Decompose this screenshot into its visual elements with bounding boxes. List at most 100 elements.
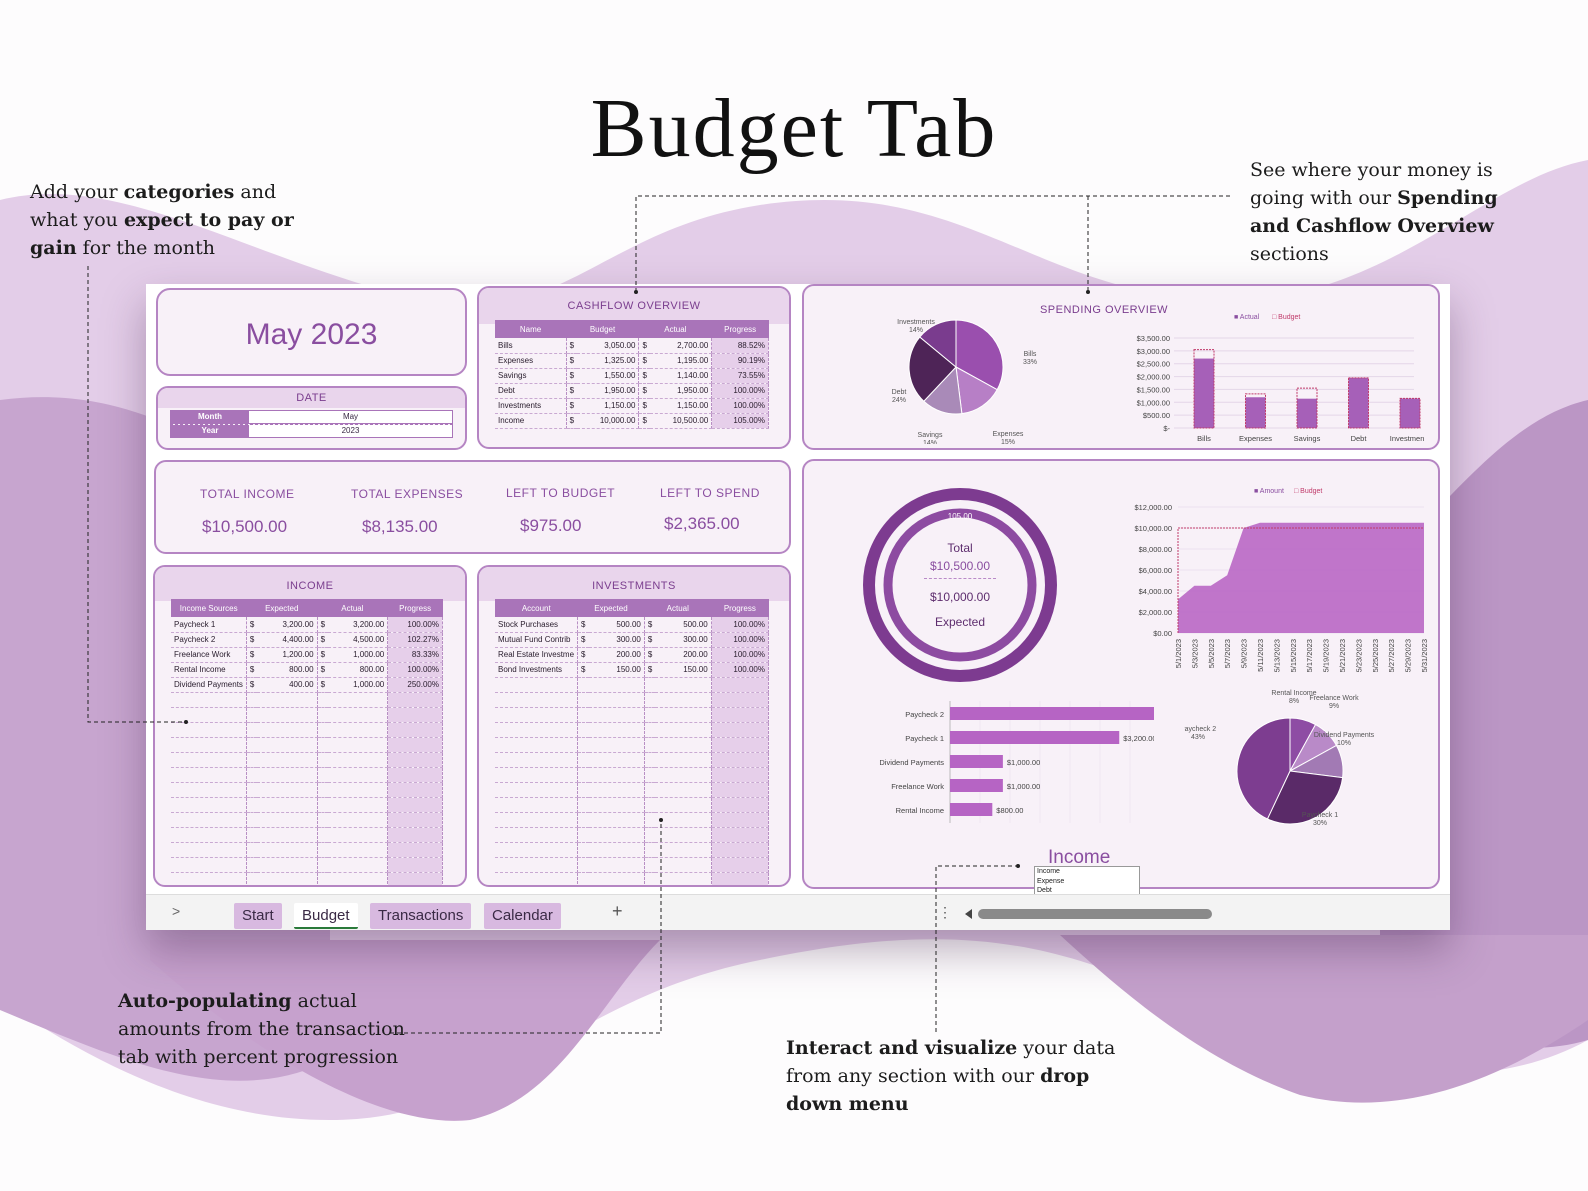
table-cell[interactable] <box>328 752 389 768</box>
table-cell[interactable] <box>644 842 656 858</box>
table-cell[interactable] <box>495 827 579 843</box>
table-row-empty[interactable] <box>171 827 443 843</box>
tab-budget[interactable]: Budget <box>294 903 358 929</box>
table-cell[interactable] <box>577 812 589 828</box>
table-cell[interactable] <box>644 707 656 723</box>
tab-transactions[interactable]: Transactions <box>370 903 472 929</box>
table-cell[interactable]: Stock Purchases <box>495 617 579 633</box>
table-cell[interactable] <box>588 812 645 828</box>
table-cell[interactable] <box>577 872 589 885</box>
table-row-empty[interactable] <box>171 872 443 885</box>
table-cell[interactable]: 400.00 <box>257 677 318 693</box>
table-cell[interactable] <box>246 842 258 858</box>
table-cell[interactable]: $ <box>638 368 650 384</box>
table-cell[interactable] <box>644 677 656 693</box>
table-cell[interactable] <box>387 692 443 708</box>
table-row-empty[interactable] <box>495 677 770 693</box>
table-cell[interactable] <box>171 782 247 798</box>
table-cell[interactable] <box>711 707 770 723</box>
table-cell[interactable]: $ <box>566 353 578 369</box>
table-cell[interactable]: 4,400.00 <box>257 632 318 648</box>
table-cell[interactable]: 150.00 <box>655 662 712 678</box>
table-cell[interactable] <box>387 737 443 753</box>
table-cell[interactable] <box>328 857 389 873</box>
table-cell[interactable] <box>644 872 656 885</box>
table-cell[interactable] <box>655 692 712 708</box>
table-row-empty[interactable] <box>171 842 443 858</box>
table-cell[interactable]: $ <box>638 383 650 399</box>
table-row-empty[interactable] <box>495 737 770 753</box>
table-cell[interactable]: $ <box>644 617 656 633</box>
table-cell[interactable] <box>171 752 247 768</box>
table-cell[interactable]: 100.00% <box>711 617 770 633</box>
table-cell[interactable]: 300.00 <box>655 632 712 648</box>
add-sheet-button[interactable]: + <box>612 901 623 921</box>
table-row-empty[interactable] <box>171 737 443 753</box>
table-cell[interactable]: Debt <box>495 383 567 399</box>
table-cell[interactable]: $ <box>638 398 650 414</box>
table-cell[interactable] <box>644 827 656 843</box>
tab-start[interactable]: Start <box>234 903 282 929</box>
table-cell[interactable] <box>387 872 443 885</box>
table-cell[interactable]: $ <box>638 413 650 429</box>
table-cell[interactable] <box>317 797 329 813</box>
table-cell[interactable]: Bond Investments <box>495 662 579 678</box>
table-cell[interactable] <box>655 812 712 828</box>
table-cell[interactable] <box>328 782 389 798</box>
table-cell[interactable] <box>387 767 443 783</box>
table-cell[interactable] <box>317 872 329 885</box>
table-cell[interactable] <box>577 692 589 708</box>
table-cell[interactable] <box>711 812 770 828</box>
table-cell[interactable] <box>246 827 258 843</box>
table-row-empty[interactable] <box>171 752 443 768</box>
table-cell[interactable]: $ <box>577 647 589 663</box>
table-cell[interactable] <box>644 737 656 753</box>
table-cell[interactable] <box>495 752 579 768</box>
table-cell[interactable]: 102.27% <box>387 632 443 648</box>
table-cell[interactable] <box>577 797 589 813</box>
table-cell[interactable]: Investments <box>495 398 567 414</box>
table-cell[interactable]: Expenses <box>495 353 567 369</box>
table-row-empty[interactable] <box>495 872 770 885</box>
table-row-empty[interactable] <box>495 827 770 843</box>
table-row-empty[interactable] <box>495 842 770 858</box>
table-cell[interactable]: Dividend Payments <box>171 677 247 693</box>
table-cell[interactable]: 105.00% <box>711 413 769 429</box>
tab-calendar[interactable]: Calendar <box>484 903 561 929</box>
table-cell[interactable]: 200.00 <box>588 647 645 663</box>
table-cell[interactable] <box>655 872 712 885</box>
table-cell[interactable] <box>711 752 770 768</box>
table-cell[interactable]: 1,950.00 <box>577 383 640 399</box>
table-cell[interactable]: 500.00 <box>588 617 645 633</box>
table-cell[interactable]: Income <box>495 413 567 429</box>
table-row-empty[interactable] <box>495 812 770 828</box>
table-cell[interactable]: $ <box>246 632 258 648</box>
table-cell[interactable]: 10,500.00 <box>649 413 713 429</box>
horizontal-scrollbar[interactable] <box>978 909 1212 919</box>
table-cell[interactable] <box>588 692 645 708</box>
table-cell[interactable]: Bills <box>495 338 567 354</box>
table-cell[interactable]: $ <box>566 398 578 414</box>
table-row-empty[interactable] <box>495 857 770 873</box>
table-cell[interactable]: 100.00% <box>711 398 769 414</box>
table-cell[interactable] <box>257 797 318 813</box>
table-cell[interactable] <box>577 737 589 753</box>
table-cell[interactable] <box>246 872 258 885</box>
table-cell[interactable]: 1,000.00 <box>328 677 389 693</box>
table-cell[interactable] <box>317 722 329 738</box>
table-cell[interactable] <box>171 797 247 813</box>
table-row-empty[interactable] <box>171 722 443 738</box>
table-cell[interactable] <box>317 842 329 858</box>
table-cell[interactable] <box>644 797 656 813</box>
table-cell[interactable]: 100.00% <box>711 632 770 648</box>
table-cell[interactable] <box>387 812 443 828</box>
table-cell[interactable] <box>644 857 656 873</box>
table-cell[interactable] <box>577 857 589 873</box>
table-row-empty[interactable] <box>171 812 443 828</box>
table-cell[interactable] <box>577 842 589 858</box>
table-cell[interactable]: 3,200.00 <box>328 617 389 633</box>
table-cell[interactable] <box>246 752 258 768</box>
table-cell[interactable] <box>257 842 318 858</box>
table-cell[interactable] <box>387 707 443 723</box>
table-cell[interactable] <box>588 767 645 783</box>
